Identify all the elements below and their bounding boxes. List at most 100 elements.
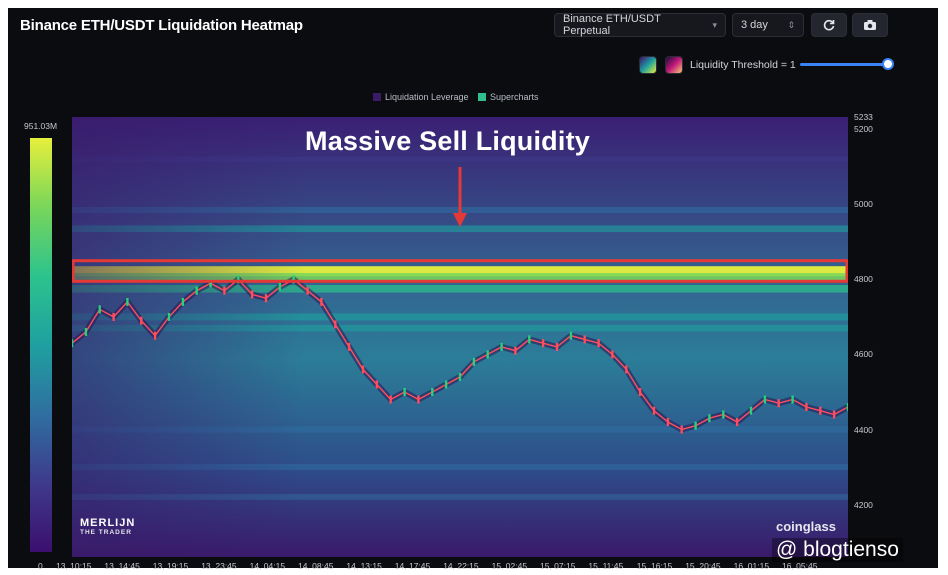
price-candle (167, 312, 171, 321)
price-candle (597, 339, 600, 348)
watermark-left-sub: THE TRADER (80, 529, 132, 536)
price-candle (444, 380, 448, 389)
price-candle (555, 342, 559, 351)
price-candle (389, 395, 392, 404)
price-candle (583, 335, 586, 344)
pair-select[interactable]: Binance ETH/USDT Perpetual ▾ (554, 13, 726, 37)
refresh-button[interactable] (811, 13, 847, 37)
price-candle (735, 418, 739, 426)
viridis-palette-button[interactable] (639, 56, 657, 74)
annotation-box (72, 259, 848, 283)
x-tick-label: 15, 07:15 (540, 561, 576, 571)
camera-icon (864, 20, 876, 30)
price-candle (431, 388, 434, 396)
x-tick-label: 13, 23:45 (201, 561, 237, 571)
x-tick-label: 16, 05:45 (782, 561, 818, 571)
price-candle (417, 395, 420, 404)
price-candle (375, 380, 379, 389)
page-title: Binance ETH/USDT Liquidation Heatmap (20, 17, 303, 34)
price-candle (694, 421, 697, 430)
legend-label: Liquidation Leverage (385, 92, 469, 102)
range-select[interactable]: 3 day ⇕ (732, 13, 804, 37)
price-candle (777, 399, 780, 408)
price-candle (763, 395, 767, 404)
y-tick-label: 5000 (854, 199, 873, 210)
x-tick-label: 13, 10:15 (56, 561, 92, 571)
legend-label: Supercharts (490, 92, 539, 102)
price-candle (72, 339, 74, 348)
price-candle (666, 418, 670, 426)
coinglass-watermark: coinglass (776, 519, 836, 534)
price-candle (126, 297, 129, 306)
screenshot-button[interactable] (852, 13, 888, 37)
threshold-label: Liquidity Threshold = 1 (690, 59, 796, 71)
price-candle (320, 297, 323, 306)
colorbar-min-label: 0 (38, 561, 43, 571)
price-candle (250, 290, 254, 299)
price-candle (832, 410, 836, 419)
legend-swatch-supercharts (478, 93, 486, 101)
price-candle (98, 305, 101, 314)
price-candle (569, 331, 573, 340)
x-tick-label: 13, 14:45 (104, 561, 140, 571)
refresh-icon (823, 19, 835, 31)
price-candle (195, 286, 198, 295)
y-tick-label: 4600 (854, 349, 873, 360)
price-candle (514, 346, 517, 355)
watermark-left-text: MERLIJN (80, 517, 136, 529)
magma-palette-button[interactable] (665, 56, 683, 74)
x-tick-label: 13, 19:15 (152, 561, 189, 571)
annotation-title: Massive Sell Liquidity (305, 126, 590, 156)
price-candle (708, 414, 711, 423)
y-tick-label: 5200 (854, 124, 873, 135)
y-tick-label: 4400 (854, 424, 873, 435)
pair-select-value: Binance ETH/USDT Perpetual (563, 13, 661, 37)
price-candle (84, 327, 88, 336)
price-candle (403, 388, 406, 396)
watermark-right-text: coinglass (776, 519, 836, 534)
colorbar (30, 138, 52, 552)
price-candle (541, 339, 545, 348)
x-tick-label: 14, 22:15 (443, 561, 479, 571)
annotation-arrow-head (453, 213, 467, 227)
price-candle (846, 403, 848, 411)
x-tick-label: 14, 04:15 (249, 561, 286, 571)
y-tick-label: 5233 (854, 112, 873, 122)
price-candle (334, 320, 337, 329)
merlijn-watermark: MERLIJN THE TRADER (80, 518, 135, 538)
price-candle (625, 365, 628, 374)
x-tick-label: 14, 17:45 (394, 561, 431, 571)
price-candle (153, 331, 157, 340)
price-candle (528, 335, 531, 344)
price-candle (472, 357, 476, 366)
legend-item-supercharts[interactable]: Supercharts (478, 92, 539, 102)
price-candle (264, 294, 268, 303)
price-candle (209, 279, 212, 288)
legend-swatch-leverage (373, 93, 381, 101)
x-tick-label: 14, 13:15 (346, 561, 382, 571)
x-tick-label: 15, 11:45 (588, 561, 624, 571)
legend-item-leverage[interactable]: Liquidation Leverage (373, 92, 469, 102)
price-candle (361, 365, 365, 374)
price-candle (140, 316, 143, 325)
price-candle (638, 388, 642, 396)
threshold-slider-track[interactable] (800, 63, 888, 66)
price-candle (292, 275, 295, 284)
x-tick-label: 15, 20:45 (685, 561, 721, 571)
price-candle (486, 350, 489, 359)
threshold-slider-knob[interactable] (882, 58, 894, 70)
x-tick-label: 14, 08:45 (298, 561, 334, 571)
heatmap-chart (72, 117, 848, 557)
price-candle (749, 406, 753, 415)
colorbar-max-label: 951.03M (24, 121, 58, 131)
price-candle (347, 342, 351, 351)
price-candle (278, 282, 282, 291)
price-candle (652, 406, 656, 415)
updown-icon: ⇕ (787, 19, 795, 30)
y-tick-label: 4200 (854, 499, 873, 510)
price-candle (306, 286, 309, 295)
price-candle (458, 372, 462, 381)
price-candle (237, 275, 240, 284)
price-candle (500, 342, 503, 351)
